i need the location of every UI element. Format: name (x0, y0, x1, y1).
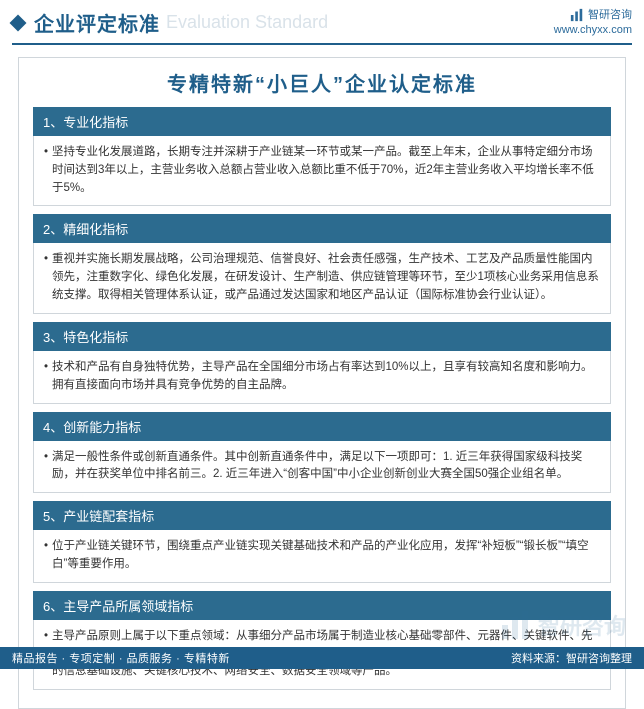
criteria-head: 1、专业化指标 (33, 107, 611, 136)
criteria-item: 5、产业链配套指标 位于产业链关键环节，围绕重点产业链实现关键基础技术和产品的产… (33, 501, 611, 583)
panel-title: 专精特新“小巨人”企业认定标准 (33, 68, 611, 97)
criteria-item: 3、特色化指标 技术和产品有自身独特优势，主导产品在全国细分市场占有率达到10%… (33, 322, 611, 404)
footer-left: 精品报告 · 专项定制 · 品质服务 · 专精特新 (12, 650, 230, 666)
header-title-cn: 企业评定标准 (34, 8, 160, 37)
criteria-item: 1、专业化指标 坚持专业化发展道路，长期专注并深耕于产业链某一环节或某一产品。截… (33, 107, 611, 206)
criteria-head: 5、产业链配套指标 (33, 501, 611, 530)
criteria-head: 6、主导产品所属领域指标 (33, 591, 611, 620)
page-footer: 精品报告 · 专项定制 · 品质服务 · 专精特新 资料来源：智研咨询整理 (0, 647, 644, 669)
criteria-item: 6、主导产品所属领域指标 主导产品原则上属于以下重点领域：从事细分产品市场属于制… (33, 591, 611, 690)
criteria-body: 坚持专业化发展道路，长期专注并深耕于产业链某一环节或某一产品。截至上年末，企业从… (44, 144, 600, 197)
criteria-item: 4、创新能力指标 满足一般性条件或创新直通条件。其中创新直通条件中，满足以下一项… (33, 412, 611, 494)
brand-name: 智研咨询 (588, 8, 632, 22)
criteria-body: 位于产业链关键环节，围绕重点产业链实现关键基础技术和产品的产业化应用，发挥“补短… (44, 538, 600, 574)
header-diamond-icon (10, 14, 27, 31)
criteria-panel: 专精特新“小巨人”企业认定标准 1、专业化指标 坚持专业化发展道路，长期专注并深… (18, 57, 626, 709)
criteria-body: 满足一般性条件或创新直通条件。其中创新直通条件中，满足以下一项即可：1. 近三年… (44, 449, 600, 485)
criteria-body: 重视并实施长期发展战略，公司治理规范、信誉良好、社会责任感强，生产技术、工艺及产… (44, 251, 600, 304)
header-brand-block: 智研咨询 www.chyxx.com (554, 8, 632, 37)
criteria-head: 4、创新能力指标 (33, 412, 611, 441)
header-title-en: Evaluation Standard (166, 12, 328, 33)
brand-url: www.chyxx.com (554, 23, 632, 37)
criteria-item: 2、精细化指标 重视并实施长期发展战略，公司治理规范、信誉良好、社会责任感强，生… (33, 214, 611, 313)
criteria-head: 2、精细化指标 (33, 214, 611, 243)
criteria-head: 3、特色化指标 (33, 322, 611, 351)
criteria-body: 技术和产品有自身独特优势，主导产品在全国细分市场占有率达到10%以上，且享有较高… (44, 359, 600, 395)
page-header: 企业评定标准 Evaluation Standard 智研咨询 www.chyx… (0, 0, 644, 41)
footer-right: 资料来源：智研咨询整理 (511, 650, 632, 666)
brand-bar-chart-icon (570, 8, 584, 22)
header-rule (12, 43, 632, 45)
